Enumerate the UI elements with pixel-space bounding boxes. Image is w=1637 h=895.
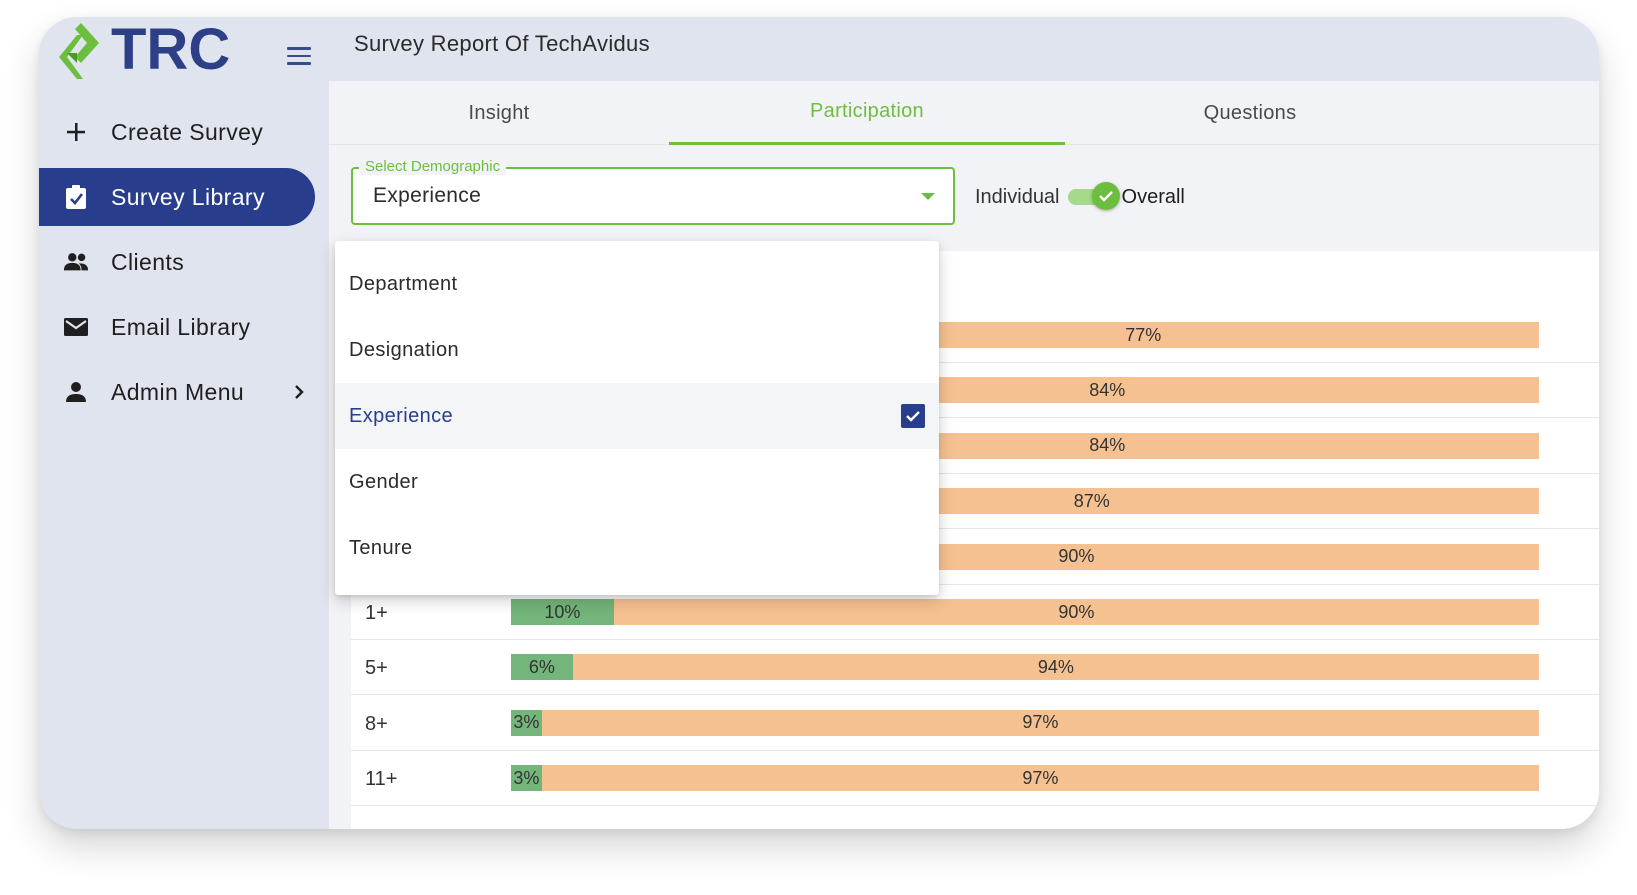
tab-participation[interactable]: Participation: [669, 81, 1065, 145]
sidebar-item-survey-library[interactable]: Survey Library: [39, 168, 315, 226]
bar-segment-orange: 94%: [572, 654, 1539, 681]
bar-value-label: 90%: [1058, 601, 1095, 622]
trc-logo[interactable]: TRC: [53, 17, 253, 89]
page-title: Survey Report Of TechAvidus: [354, 31, 650, 56]
bar-segment-orange: 90%: [613, 599, 1539, 625]
clipboard-check-icon: [63, 184, 89, 210]
bar-value-label: 84%: [1089, 435, 1126, 456]
envelope-icon: [63, 314, 89, 340]
dropdown-option-gender[interactable]: Gender: [335, 449, 939, 515]
dropdown-option-label: Tenure: [349, 536, 413, 559]
dropdown-option-designation[interactable]: Designation: [335, 317, 939, 383]
sidebar-item-clients[interactable]: Clients: [39, 233, 329, 291]
demographic-select-value: Experience: [373, 184, 482, 207]
dropdown-option-label: Department: [349, 272, 458, 295]
demographic-select[interactable]: Select Demographic Experience: [351, 158, 955, 225]
dropdown-option-department[interactable]: Department: [335, 251, 939, 317]
individual-overall-switch[interactable]: [1067, 182, 1120, 210]
checkbox-checked-icon[interactable]: [901, 404, 925, 428]
chart-row: 8+ 3% 97%: [351, 696, 1599, 751]
demographic-select-label: Select Demographic: [359, 158, 507, 175]
bar-segment-orange: 97%: [541, 709, 1539, 736]
bar-segment-green: 10%: [511, 599, 614, 625]
check-icon: [1091, 182, 1120, 210]
category-label: 8+: [365, 712, 388, 735]
dropdown-option-tenure[interactable]: Tenure: [335, 515, 939, 581]
sidebar-item-admin-menu[interactable]: Admin Menu: [39, 363, 329, 421]
chart-row: 1+ 10% 90%: [351, 585, 1599, 640]
category-label: 1+: [365, 602, 388, 624]
bar-value-label: 3%: [513, 712, 540, 733]
app-window: TRC Create Survey Survey Library: [39, 17, 1599, 829]
bar-value-label: 3%: [513, 767, 540, 788]
bar-value-label: 94%: [1037, 656, 1074, 677]
report-tabs: Insight Participation Questions: [329, 81, 1599, 145]
dropdown-option-label: Gender: [349, 470, 419, 493]
sidebar-item-email-library[interactable]: Email Library: [39, 298, 329, 356]
sidebar-item-label: Create Survey: [111, 118, 264, 145]
view-toggle: Individual Overall: [975, 181, 1185, 213]
bar-value-label: 6%: [528, 656, 555, 677]
sidebar-item-label: Admin Menu: [111, 378, 245, 405]
plus-icon: [63, 119, 89, 145]
chart-row: 11+ 3% 97%: [351, 751, 1599, 807]
bar-value-label: 77%: [1125, 324, 1162, 345]
tab-questions[interactable]: Questions: [1203, 101, 1297, 124]
sidebar-nav: Create Survey Survey Library Clients Ema…: [39, 103, 329, 428]
brand-name: TRC: [111, 17, 230, 82]
people-icon: [63, 249, 89, 275]
toggle-label-overall: Overall: [1121, 185, 1185, 208]
sidebar-item-label: Survey Library: [111, 183, 265, 210]
category-label: 11+: [365, 768, 398, 791]
bar-segment-green: 6%: [511, 654, 573, 681]
sidebar-item-create-survey[interactable]: Create Survey: [39, 103, 329, 161]
bar-value-label: 87%: [1073, 490, 1110, 511]
bar-value-label: 97%: [1022, 712, 1059, 733]
bar-value-label: 84%: [1089, 379, 1126, 400]
bar-value-label: 90%: [1058, 546, 1095, 567]
sidebar: TRC Create Survey Survey Library: [39, 17, 329, 829]
bar-segment-green: 3%: [511, 765, 542, 792]
sidebar-item-label: Email Library: [111, 313, 251, 340]
bar-value-label: 97%: [1022, 767, 1059, 788]
chart-row: 5+ 6% 94%: [351, 640, 1599, 696]
bar-segment-orange: 97%: [541, 765, 1539, 792]
menu-toggle-icon[interactable]: [287, 47, 311, 67]
dropdown-option-label: Designation: [349, 338, 460, 361]
top-bar: Survey Report Of TechAvidus: [329, 17, 1599, 81]
chevron-right-icon: [293, 381, 305, 408]
caret-down-icon: [921, 193, 935, 200]
dropdown-option-label: Experience: [349, 404, 454, 427]
dropdown-option-experience[interactable]: Experience: [335, 383, 939, 449]
tab-insight[interactable]: Insight: [468, 101, 530, 124]
bar-value-label: 10%: [544, 601, 581, 622]
person-icon: [63, 379, 89, 405]
category-label: 5+: [365, 657, 388, 680]
sidebar-item-label: Clients: [111, 248, 185, 275]
demographic-dropdown-menu: Department Designation Experience Gender Ten…: [335, 241, 939, 595]
bar-segment-green: 3%: [511, 709, 542, 736]
toggle-label-individual: Individual: [975, 185, 1060, 208]
